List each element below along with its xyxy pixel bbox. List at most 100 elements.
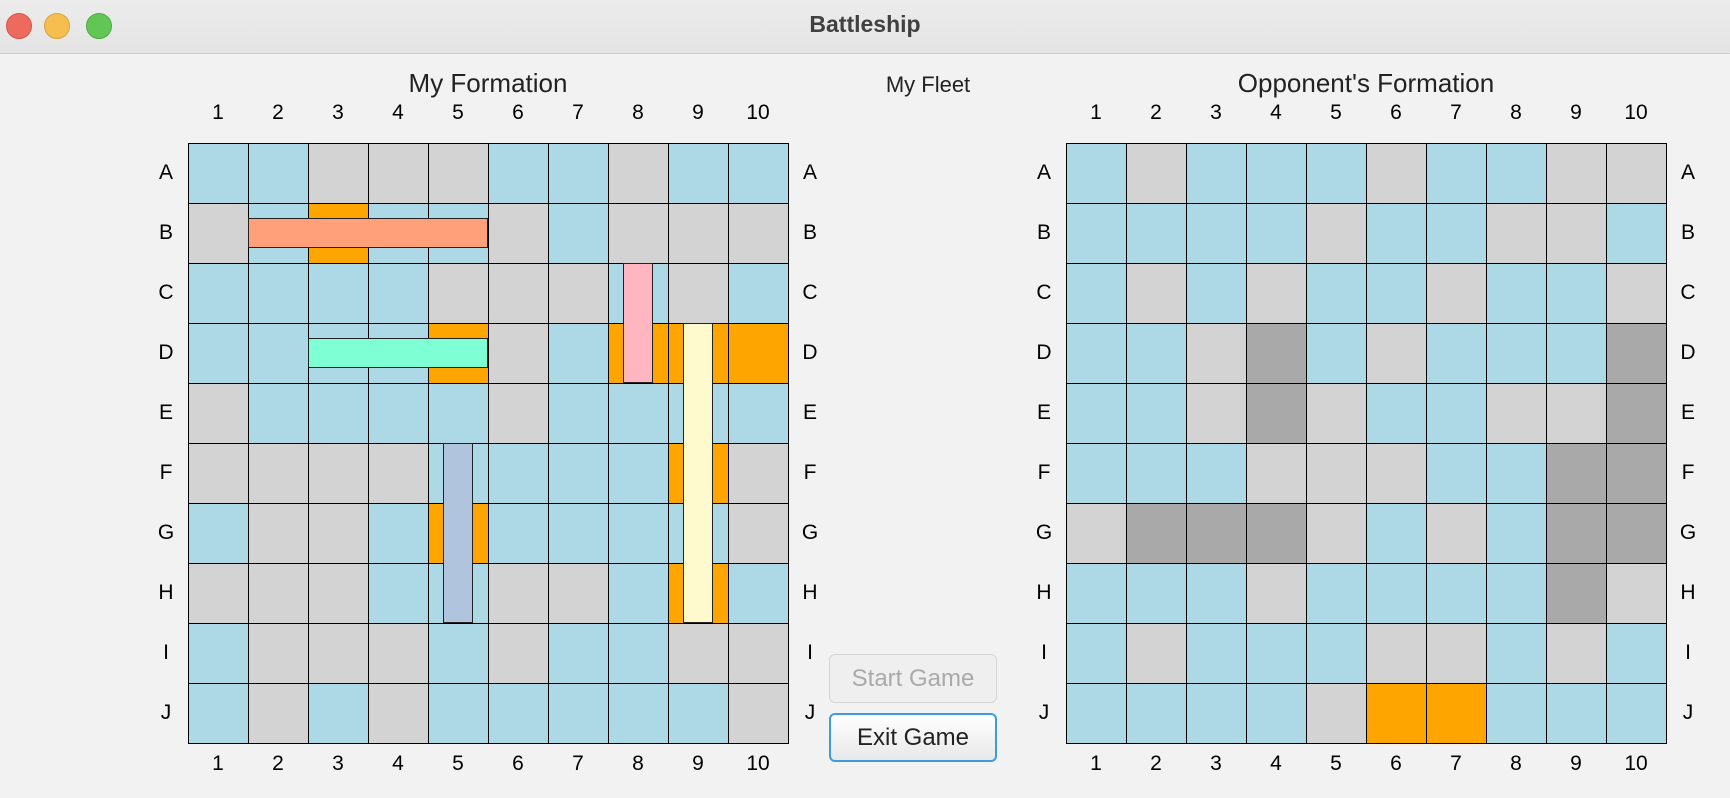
opponent-cell-b5-miss[interactable] (1307, 204, 1367, 264)
opponent-cell-g9-sunk[interactable] (1547, 504, 1607, 564)
opponent-cell-h1-water[interactable] (1067, 564, 1127, 624)
opponent-cell-g10-sunk[interactable] (1607, 504, 1667, 564)
opponent-cell-c6-water[interactable] (1367, 264, 1427, 324)
opponent-cell-d4-sunk[interactable] (1247, 324, 1307, 384)
opponent-cell-c1-water[interactable] (1067, 264, 1127, 324)
opponent-cell-b1-water[interactable] (1067, 204, 1127, 264)
opponent-cell-f5-miss[interactable] (1307, 444, 1367, 504)
start-game-button[interactable]: Start Game (829, 654, 997, 703)
close-window-button[interactable] (6, 13, 32, 39)
opponent-cell-j5-miss[interactable] (1307, 684, 1367, 744)
opponent-cell-e1-water[interactable] (1067, 384, 1127, 444)
opponent-cell-i7-miss[interactable] (1427, 624, 1487, 684)
opponent-cell-d10-sunk[interactable] (1607, 324, 1667, 384)
opponent-cell-a2-miss[interactable] (1127, 144, 1187, 204)
opponent-cell-g2-sunk[interactable] (1127, 504, 1187, 564)
opponent-cell-j6-hit[interactable] (1367, 684, 1427, 744)
opponent-cell-e9-miss[interactable] (1547, 384, 1607, 444)
opponent-cell-h3-water[interactable] (1187, 564, 1247, 624)
opponent-cell-g3-sunk[interactable] (1187, 504, 1247, 564)
opponent-cell-f4-miss[interactable] (1247, 444, 1307, 504)
opponent-cell-d9-water[interactable] (1547, 324, 1607, 384)
opponent-cell-h5-water[interactable] (1307, 564, 1367, 624)
opponent-cell-f8-water[interactable] (1487, 444, 1547, 504)
opponent-cell-b7-water[interactable] (1427, 204, 1487, 264)
opponent-cell-i4-water[interactable] (1247, 624, 1307, 684)
opponent-cell-g6-water[interactable] (1367, 504, 1427, 564)
opponent-cell-j4-water[interactable] (1247, 684, 1307, 744)
opponent-cell-a8-water[interactable] (1487, 144, 1547, 204)
opponent-cell-b9-miss[interactable] (1547, 204, 1607, 264)
opponent-cell-a6-miss[interactable] (1367, 144, 1427, 204)
opponent-cell-g5-miss[interactable] (1307, 504, 1367, 564)
opponent-cell-i1-water[interactable] (1067, 624, 1127, 684)
opponent-cell-h2-water[interactable] (1127, 564, 1187, 624)
opponent-cell-i5-water[interactable] (1307, 624, 1367, 684)
opponent-cell-b3-water[interactable] (1187, 204, 1247, 264)
opponent-cell-d6-miss[interactable] (1367, 324, 1427, 384)
opponent-cell-e10-sunk[interactable] (1607, 384, 1667, 444)
opponent-cell-d1-water[interactable] (1067, 324, 1127, 384)
opponent-cell-f7-water[interactable] (1427, 444, 1487, 504)
opponent-cell-d2-water[interactable] (1127, 324, 1187, 384)
opponent-cell-c8-water[interactable] (1487, 264, 1547, 324)
opponent-cell-c10-miss[interactable] (1607, 264, 1667, 324)
opponent-cell-e5-miss[interactable] (1307, 384, 1367, 444)
opponent-cell-e4-sunk[interactable] (1247, 384, 1307, 444)
minimize-window-button[interactable] (44, 13, 70, 39)
opponent-formation-grid[interactable] (1066, 143, 1667, 744)
opponent-cell-j2-water[interactable] (1127, 684, 1187, 744)
opponent-cell-i2-miss[interactable] (1127, 624, 1187, 684)
opponent-cell-g7-miss[interactable] (1427, 504, 1487, 564)
opponent-cell-b4-water[interactable] (1247, 204, 1307, 264)
opponent-cell-a1-water[interactable] (1067, 144, 1127, 204)
opponent-cell-j10-water[interactable] (1607, 684, 1667, 744)
opponent-cell-b2-water[interactable] (1127, 204, 1187, 264)
opponent-cell-h4-miss[interactable] (1247, 564, 1307, 624)
opponent-cell-g8-water[interactable] (1487, 504, 1547, 564)
opponent-cell-f2-water[interactable] (1127, 444, 1187, 504)
opponent-cell-h8-water[interactable] (1487, 564, 1547, 624)
opponent-cell-j7-hit[interactable] (1427, 684, 1487, 744)
maximize-window-button[interactable] (86, 13, 112, 39)
exit-game-button[interactable]: Exit Game (829, 713, 997, 762)
opponent-cell-i6-miss[interactable] (1367, 624, 1427, 684)
opponent-cell-i10-water[interactable] (1607, 624, 1667, 684)
opponent-cell-f1-water[interactable] (1067, 444, 1127, 504)
opponent-cell-h6-water[interactable] (1367, 564, 1427, 624)
opponent-cell-d7-water[interactable] (1427, 324, 1487, 384)
opponent-cell-i8-water[interactable] (1487, 624, 1547, 684)
opponent-cell-j3-water[interactable] (1187, 684, 1247, 744)
opponent-cell-a5-water[interactable] (1307, 144, 1367, 204)
opponent-cell-a10-miss[interactable] (1607, 144, 1667, 204)
opponent-cell-d5-water[interactable] (1307, 324, 1367, 384)
opponent-cell-j8-water[interactable] (1487, 684, 1547, 744)
opponent-cell-i9-miss[interactable] (1547, 624, 1607, 684)
opponent-cell-a4-water[interactable] (1247, 144, 1307, 204)
opponent-cell-j9-water[interactable] (1547, 684, 1607, 744)
opponent-cell-f9-sunk[interactable] (1547, 444, 1607, 504)
opponent-cell-f3-water[interactable] (1187, 444, 1247, 504)
opponent-cell-h9-sunk[interactable] (1547, 564, 1607, 624)
opponent-cell-g4-sunk[interactable] (1247, 504, 1307, 564)
opponent-cell-c5-water[interactable] (1307, 264, 1367, 324)
opponent-cell-b10-water[interactable] (1607, 204, 1667, 264)
opponent-cell-e7-water[interactable] (1427, 384, 1487, 444)
opponent-cell-b8-miss[interactable] (1487, 204, 1547, 264)
opponent-cell-a7-water[interactable] (1427, 144, 1487, 204)
opponent-cell-c3-water[interactable] (1187, 264, 1247, 324)
opponent-cell-e6-water[interactable] (1367, 384, 1427, 444)
opponent-cell-j1-water[interactable] (1067, 684, 1127, 744)
opponent-cell-d3-miss[interactable] (1187, 324, 1247, 384)
opponent-cell-c7-miss[interactable] (1427, 264, 1487, 324)
opponent-cell-d8-water[interactable] (1487, 324, 1547, 384)
opponent-cell-e2-water[interactable] (1127, 384, 1187, 444)
opponent-cell-h7-water[interactable] (1427, 564, 1487, 624)
opponent-cell-e8-miss[interactable] (1487, 384, 1547, 444)
opponent-cell-h10-miss[interactable] (1607, 564, 1667, 624)
opponent-cell-e3-miss[interactable] (1187, 384, 1247, 444)
opponent-cell-g1-miss[interactable] (1067, 504, 1127, 564)
opponent-cell-b6-water[interactable] (1367, 204, 1427, 264)
opponent-cell-f6-miss[interactable] (1367, 444, 1427, 504)
opponent-cell-c2-miss[interactable] (1127, 264, 1187, 324)
